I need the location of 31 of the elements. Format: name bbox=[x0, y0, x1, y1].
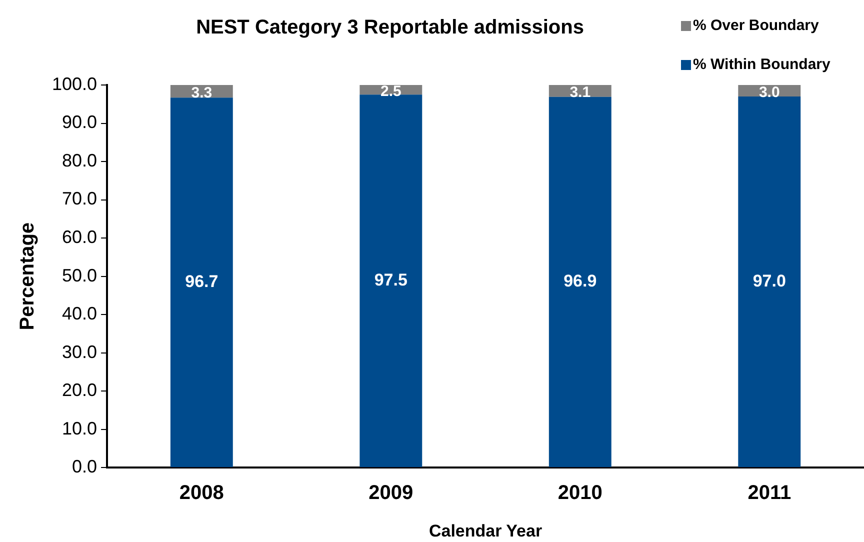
y-tick-label: 50.0 bbox=[62, 265, 98, 286]
legend-label: % Over Boundary bbox=[693, 17, 820, 34]
y-tick-label: 100.0 bbox=[52, 74, 98, 94]
y-tick-label: 80.0 bbox=[62, 150, 98, 170]
bar bbox=[360, 94, 422, 468]
bar bbox=[548, 96, 612, 468]
y-tick-label: 70.0 bbox=[62, 188, 98, 209]
y-tick-label: 40.0 bbox=[62, 304, 98, 324]
y-axis-title: Percentage bbox=[16, 222, 39, 330]
y-tick-label: 10.0 bbox=[62, 418, 98, 438]
x-tick-label: 2008 bbox=[179, 482, 224, 504]
y-tick-label: 60.0 bbox=[62, 227, 98, 248]
y-tick-label: 90.0 bbox=[62, 112, 98, 132]
data-label: 96.9 bbox=[564, 272, 597, 291]
data-label: 97.5 bbox=[374, 270, 408, 290]
x-tick-label: 2009 bbox=[368, 482, 414, 504]
x-tick-label: 2011 bbox=[748, 482, 792, 504]
data-label: 3.3 bbox=[191, 84, 212, 102]
y-tick-label: 30.0 bbox=[62, 342, 98, 362]
data-label: 96.7 bbox=[185, 272, 218, 292]
legend-label: % Within Boundary bbox=[693, 56, 832, 74]
chart-title: NEST Category 3 Reportable admissions bbox=[196, 16, 584, 39]
y-tick-label: 20.0 bbox=[62, 380, 98, 400]
bar bbox=[738, 96, 801, 468]
data-label: 3.1 bbox=[570, 84, 591, 102]
data-label: 97.0 bbox=[752, 271, 786, 290]
y-tick-label: 0.0 bbox=[72, 456, 98, 477]
x-axis-title: Calendar Year bbox=[428, 521, 542, 540]
bar bbox=[170, 98, 233, 468]
data-label: 3.0 bbox=[758, 84, 780, 101]
x-tick-label: 2010 bbox=[558, 482, 602, 504]
